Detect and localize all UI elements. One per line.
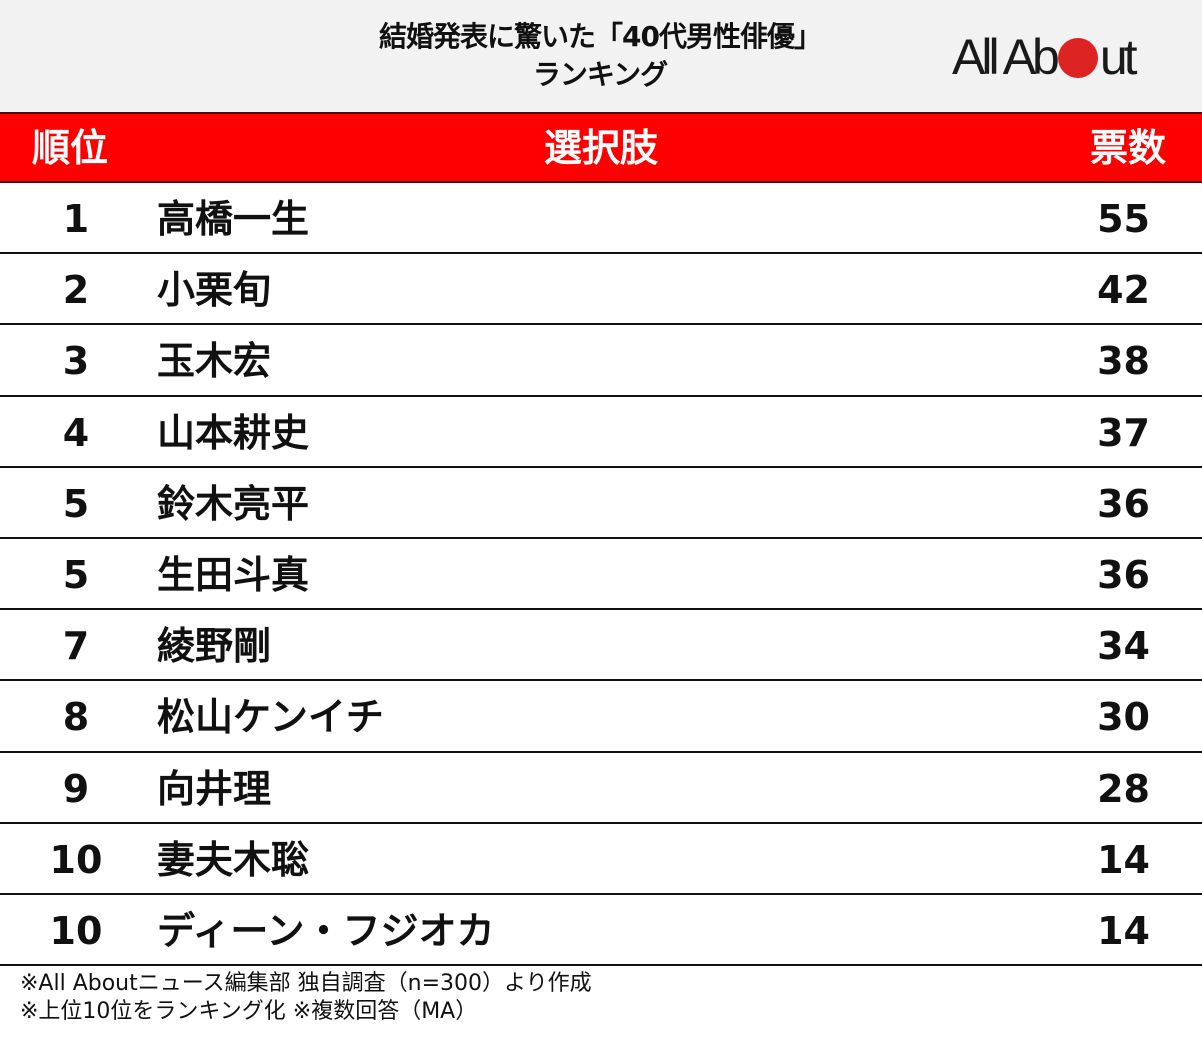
logo-text-left: All Ab — [952, 29, 1060, 85]
rank-cell: 10 — [49, 908, 103, 953]
votes-cell: 37 — [1097, 410, 1150, 455]
table-row: 3 玉木宏 38 — [0, 325, 1202, 397]
name-cell: 向井理 — [157, 766, 272, 811]
name-cell: 玉木宏 — [157, 339, 272, 384]
logo-text-right: ut — [1099, 29, 1138, 85]
votes-cell: 38 — [1097, 339, 1150, 384]
title-band: 結婚発表に驚いた「40代男性俳優」 ランキング All Ab ut — [0, 0, 1202, 112]
name-cell: 鈴木亮平 — [157, 481, 310, 526]
rank-cell: 2 — [62, 268, 90, 313]
name-cell: 松山ケンイチ — [157, 695, 384, 740]
column-header-votes: 票数 — [1089, 126, 1166, 170]
votes-cell: 34 — [1097, 624, 1150, 669]
votes-cell: 36 — [1097, 552, 1150, 597]
table-row: 4 山本耕史 37 — [0, 397, 1202, 468]
table-header: 選択肢 順位 票数 — [0, 112, 1202, 183]
table-row: 10 ディーン・フジオカ 14 — [0, 895, 1202, 967]
name-cell: ディーン・フジオカ — [157, 908, 495, 953]
table-row: 1 高橋一生 55 — [0, 183, 1202, 255]
name-cell: 小栗旬 — [157, 268, 272, 313]
logo-red-dot-icon — [1057, 38, 1098, 78]
votes-cell: 14 — [1097, 908, 1150, 953]
title-line-2: ランキング — [532, 58, 668, 91]
name-cell: 妻夫木聡 — [157, 837, 310, 882]
table-row: 5 鈴木亮平 36 — [0, 468, 1202, 539]
rank-cell: 3 — [62, 339, 90, 384]
table-row: 8 松山ケンイチ 30 — [0, 681, 1202, 753]
rank-cell: 9 — [62, 766, 90, 811]
table-row: 9 向井理 28 — [0, 753, 1202, 824]
rank-cell: 5 — [62, 552, 90, 597]
votes-cell: 55 — [1097, 197, 1150, 241]
votes-cell: 42 — [1097, 268, 1150, 313]
ranking-table-body: 1 高橋一生 55 2 小栗旬 42 3 玉木宏 38 4 山本耕史 37 5 … — [0, 183, 1202, 967]
all-about-logo: All Ab ut — [952, 29, 1138, 85]
name-cell: 生田斗真 — [157, 552, 310, 597]
page-title: 結婚発表に驚いた「40代男性俳優」 ランキング — [300, 18, 900, 94]
column-header-choice: 選択肢 — [543, 126, 658, 170]
title-line-1: 結婚発表に驚いた「40代男性俳優」 — [379, 20, 822, 53]
rank-cell: 1 — [62, 197, 90, 241]
name-cell: 山本耕史 — [157, 410, 310, 455]
rank-cell: 7 — [62, 624, 90, 669]
rank-cell: 8 — [62, 695, 90, 740]
footnotes: ※All Aboutニュース編集部 独自調査（n=300）より作成 ※上位10位… — [20, 970, 1180, 1026]
name-cell: 綾野剛 — [157, 624, 272, 669]
name-cell: 高橋一生 — [157, 197, 310, 241]
table-row: 10 妻夫木聡 14 — [0, 824, 1202, 895]
table-row: 7 綾野剛 34 — [0, 610, 1202, 682]
column-header-rank: 順位 — [32, 126, 109, 170]
table-row: 5 生田斗真 36 — [0, 539, 1202, 611]
rank-cell: 10 — [49, 837, 103, 882]
footnote-method: ※上位10位をランキング化 ※複数回答（MA） — [20, 999, 478, 1024]
votes-cell: 14 — [1097, 837, 1150, 882]
table-row: 2 小栗旬 42 — [0, 254, 1202, 326]
votes-cell: 30 — [1097, 695, 1150, 740]
footnote-source: ※All Aboutニュース編集部 独自調査（n=300）より作成 — [20, 971, 592, 996]
votes-cell: 36 — [1097, 481, 1150, 526]
rank-cell: 4 — [62, 410, 90, 455]
rank-cell: 5 — [62, 481, 90, 526]
votes-cell: 28 — [1097, 766, 1150, 811]
